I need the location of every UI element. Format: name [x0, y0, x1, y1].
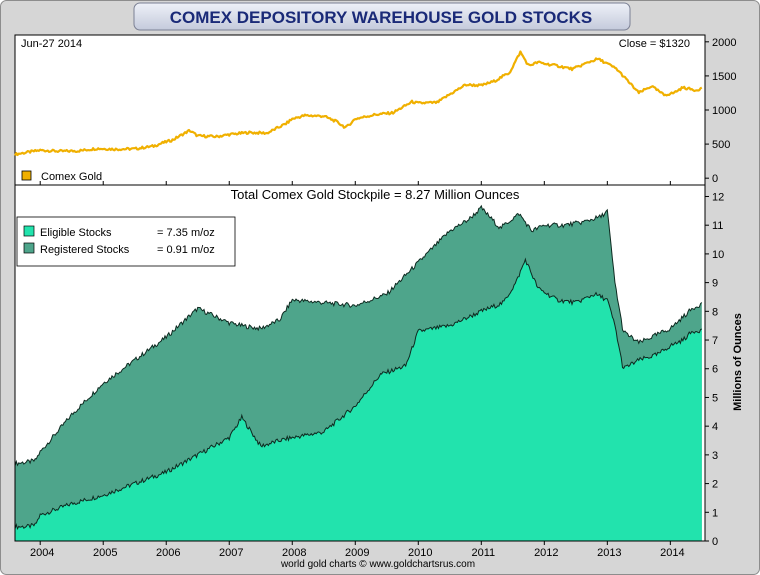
eligible-legend-label: Eligible Stocks [40, 227, 112, 239]
gold-legend-swatch [21, 170, 32, 181]
stocks-x-axis: 2004 2005 2006 2007 2008 2009 2010 2011 2012 2013… [30, 541, 685, 559]
gold-y-tick-label: 0 [712, 173, 718, 185]
date-label: Jun-27 2014 [21, 38, 82, 50]
footer-credit: world gold charts © www.goldchartsrus.co… [280, 559, 475, 570]
stocks-y-tick-label: 12 [712, 191, 724, 203]
registered-legend-label: Registered Stocks [40, 244, 130, 256]
gold-plot-area [14, 34, 706, 186]
stocks-y-tick-label: 2 [712, 479, 718, 491]
stocks-x-tick-label: 2006 [156, 547, 180, 559]
stocks-plot-border [14, 184, 706, 542]
legend-box [16, 216, 236, 267]
eligible-stock-line [14, 257, 703, 530]
stocks-x-tick-label: 2010 [408, 547, 432, 559]
gold-legend-label: Comex Gold [41, 171, 102, 183]
stocks-y-tick-label: 1 [712, 507, 718, 519]
registered-legend-value: = 0.91 m/oz [157, 244, 215, 256]
stocks-y-tick-label: 3 [712, 450, 718, 462]
stockpile-title: Total Comex Gold Stockpile = 8.27 Millio… [231, 187, 520, 202]
stocks-x-tick-label: 2014 [660, 547, 684, 559]
stocks-x-tick-label: 2007 [219, 547, 243, 559]
gold-price-panel: 0 500 1000 1500 2000 Jun-27 2014 Close = $13… [14, 34, 736, 186]
stocks-y-tick-label: 4 [712, 421, 718, 433]
stocks-y-tick-label: 6 [712, 364, 718, 376]
stocks-y-tick-label: 10 [712, 249, 724, 261]
y-axis-label: Millions of Ounces [732, 313, 744, 411]
stocks-x-tick-label: 2009 [345, 547, 369, 559]
stocks-x-tick-label: 2008 [282, 547, 306, 559]
gold-y-tick-label: 1000 [712, 105, 736, 117]
registered-legend-swatch [23, 242, 35, 254]
stocks-x-tick-label: 2004 [30, 547, 54, 559]
stocks-y-tick-label: 5 [712, 392, 718, 404]
stocks-legend: Eligible Stocks = 7.35 m/oz Registered S… [16, 216, 236, 267]
gold-y-axis: 0 500 1000 1500 2000 [705, 37, 736, 185]
stocks-panel: Total Comex Gold Stockpile = 8.27 Millio… [14, 184, 744, 559]
gold-y-tick-label: 2000 [712, 37, 736, 49]
stocks-x-tick-label: 2013 [597, 547, 621, 559]
close-label: Close = $1320 [619, 38, 690, 50]
gold-price-line [14, 50, 703, 157]
stocks-y-tick-label: 0 [712, 536, 718, 548]
stocks-y-tick-label: 11 [712, 220, 723, 232]
stocks-x-tick-label: 2011 [471, 547, 495, 559]
stocks-x-tick-label: 2012 [534, 547, 558, 559]
stocks-x-tick-label: 2005 [93, 547, 117, 559]
gold-x-ticks [39, 181, 671, 185]
title-header [133, 2, 631, 31]
stocks-y-tick-label: 8 [712, 306, 718, 318]
gold-y-tick-label: 1500 [712, 71, 736, 83]
eligible-legend-value: = 7.35 m/oz [157, 227, 215, 239]
stocks-y-tick-label: 7 [712, 335, 718, 347]
stocks-y-tick-label: 9 [712, 278, 718, 290]
eligible-stocks-area [15, 259, 702, 541]
gold-y-tick-label: 500 [712, 139, 730, 151]
chart-title: COMEX DEPOSITORY WAREHOUSE GOLD STOCKS [170, 8, 593, 27]
eligible-legend-swatch [23, 225, 35, 237]
total-stock-line [14, 204, 703, 467]
